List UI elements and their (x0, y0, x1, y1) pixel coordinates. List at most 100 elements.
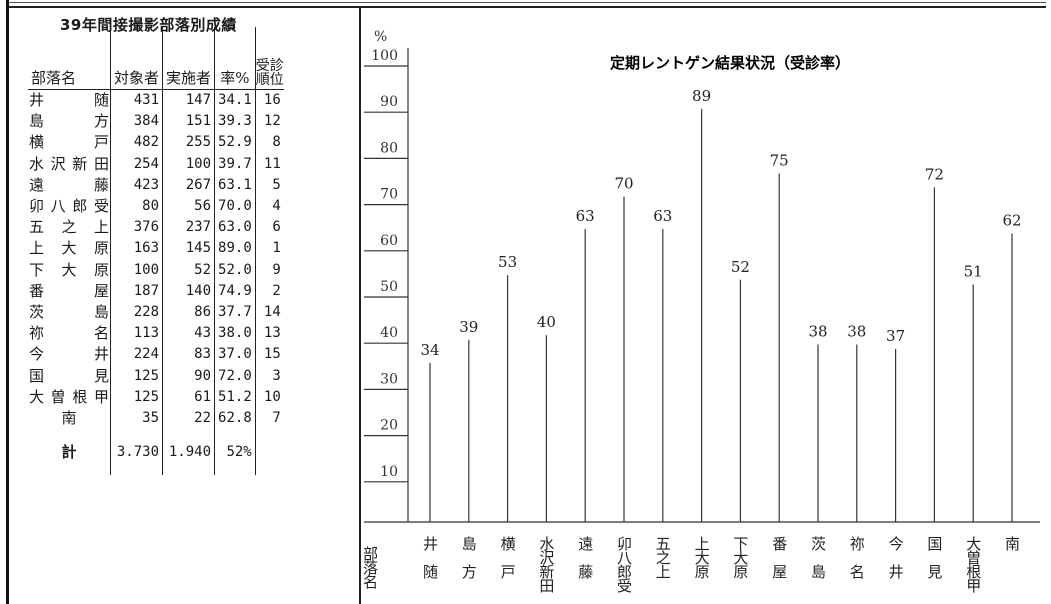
row-target: 100 (109, 259, 163, 281)
row-done: 22 (162, 407, 215, 429)
row-done: 237 (162, 217, 215, 239)
row-target: 431 (109, 89, 163, 112)
category-label: 遠 藤 (576, 536, 594, 580)
row-rank: 10 (254, 386, 284, 408)
row-rank: 2 (254, 280, 284, 302)
category-label: 横 戸 (499, 536, 517, 579)
row-name: 水沢新田 (29, 154, 109, 173)
row-rank: 7 (254, 407, 284, 429)
table-row: 南 35 22 62.8 7 (28, 407, 284, 429)
y-tick-label: 40 (380, 325, 398, 341)
total-done: 1.940 (162, 429, 215, 475)
header-rank-line1: 受診 (255, 58, 284, 74)
center-divider (359, 8, 361, 604)
row-target: 254 (109, 153, 163, 175)
category-label: 番 屋 (770, 536, 788, 579)
table-row: 遠 藤 423 267 63.1 5 (28, 174, 284, 196)
row-name: 横 戸 (29, 133, 109, 152)
data-label: 63 (653, 207, 672, 225)
data-label: 63 (576, 207, 595, 225)
category-label: 島 方 (460, 536, 478, 580)
data-label: 34 (420, 341, 439, 359)
row-name: 島 方 (29, 112, 109, 131)
table-row: 国 見 125 90 72.0 3 (28, 365, 284, 387)
row-rank: 1 (254, 238, 284, 260)
row-rate: 63.1 (214, 174, 256, 196)
row-target: 376 (109, 217, 163, 239)
table-row: 今 井 224 83 37.0 15 (28, 344, 284, 366)
total-target: 3.730 (109, 429, 163, 475)
y-tick-label: 30 (380, 371, 398, 387)
left-border (6, 0, 9, 604)
header-target: 対象者 (109, 27, 163, 90)
row-done: 151 (162, 111, 215, 133)
header-rank-line2: 順位 (255, 72, 284, 88)
category-label: 南 (1003, 536, 1021, 551)
row-done: 83 (162, 344, 215, 366)
row-name: 祢 名 (29, 324, 109, 343)
category-label: 大曽根甲 (964, 536, 982, 593)
x-axis-title: 部落名 (361, 546, 379, 589)
row-rank: 6 (254, 217, 284, 239)
table-body: 井 随 431 147 34.1 16 島 方 384 151 39.3 12 横 戸 482 255 5… (28, 89, 284, 475)
header-rank: 受診 順位 (254, 27, 284, 90)
total-name: 計 (61, 443, 77, 461)
category-label: 茨 島 (809, 536, 827, 579)
row-done: 100 (162, 153, 215, 175)
y-tick-label: 70 (380, 187, 398, 203)
row-rank: 14 (254, 301, 284, 324)
row-rate: 39.3 (214, 111, 256, 133)
top-rule-thin (6, 2, 1046, 3)
rate-chart: 定期レントゲン結果状況（受診率）% 10 20 30 40 50 60 70 80 90 100 34… (361, 29, 1040, 593)
table-header-row: 部落名 対象者 実施者 率% 受診 順位 (28, 27, 284, 90)
row-done: 255 (162, 132, 215, 154)
y-tick-label: 20 (380, 418, 398, 434)
table-row: 番 屋 187 140 74.9 2 (28, 280, 284, 302)
row-target: 125 (109, 365, 163, 387)
row-name: 茨 島 (29, 302, 109, 321)
row-rate: 70.0 (214, 195, 256, 218)
row-done: 267 (162, 174, 215, 196)
row-rate: 37.0 (214, 344, 256, 366)
row-target: 384 (109, 111, 163, 133)
y-tick-label: 60 (380, 233, 398, 249)
row-done: 140 (162, 280, 215, 302)
category-label: 国 見 (925, 536, 943, 580)
row-name: 番 屋 (29, 281, 109, 300)
row-target: 224 (109, 344, 163, 366)
row-rate: 34.1 (214, 89, 256, 112)
data-label: 37 (886, 327, 905, 345)
category-label: 五之上 (654, 536, 672, 578)
row-done: 147 (162, 89, 215, 112)
table-row: 島 方 384 151 39.3 12 (28, 111, 284, 133)
row-rank: 12 (254, 111, 284, 133)
y-tick-label: 90 (380, 94, 398, 110)
data-label: 89 (692, 87, 711, 105)
header-name: 部落名 (28, 27, 111, 90)
row-rate: 62.8 (214, 407, 256, 429)
row-name: 上大原 (29, 239, 109, 258)
table-total-row: 計 3.730 1.940 52% (28, 429, 284, 475)
row-name: 卯八郎受 (29, 197, 109, 216)
data-label: 38 (847, 322, 866, 340)
y-tick-label: 80 (380, 140, 398, 156)
top-rule (6, 6, 1046, 8)
row-rate: 52.0 (214, 259, 256, 281)
row-rank: 15 (254, 344, 284, 366)
y-axis-unit: % (374, 29, 387, 45)
row-rank: 16 (254, 89, 284, 112)
row-name: 南 (61, 408, 77, 427)
row-target: 35 (109, 407, 163, 429)
data-label: 75 (770, 152, 789, 170)
row-name: 大曽根甲 (29, 387, 109, 406)
row-rate: 51.2 (214, 386, 256, 408)
y-tick-label: 10 (380, 464, 398, 480)
table-row: 茨 島 228 86 37.7 14 (28, 301, 284, 324)
row-rank: 3 (254, 365, 284, 387)
row-name: 遠 藤 (29, 175, 109, 194)
table-row: 横 戸 482 255 52.9 8 (28, 132, 284, 154)
row-target: 163 (109, 238, 163, 260)
row-rate: 52.9 (214, 132, 256, 154)
